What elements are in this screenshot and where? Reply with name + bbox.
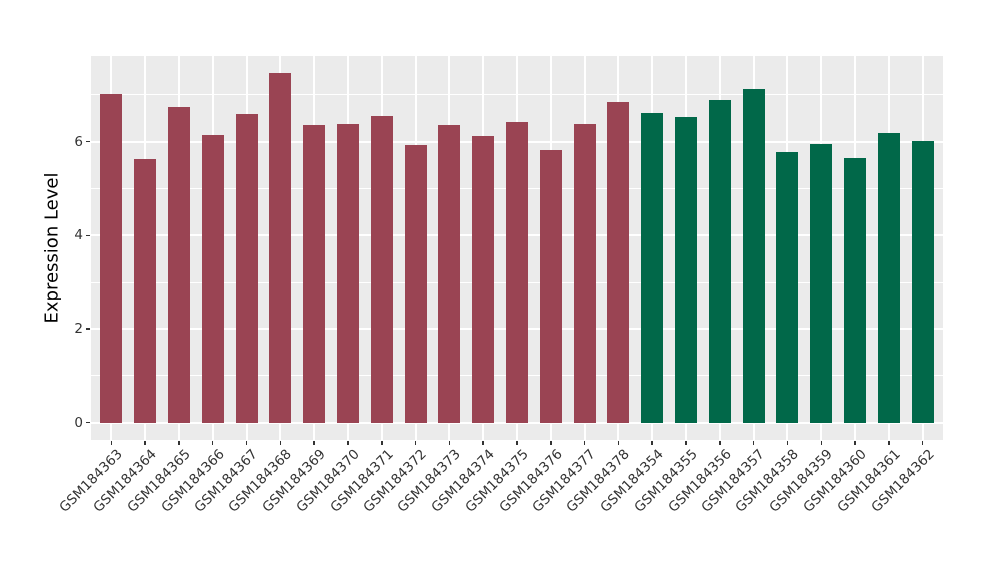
- x-tick-mark: [178, 441, 180, 445]
- bar-GSM184356: [708, 99, 731, 423]
- x-tick-mark: [516, 441, 518, 445]
- y-tick-label: 6: [74, 133, 83, 150]
- y-tick-label: 4: [74, 227, 83, 244]
- bar-GSM184366: [201, 134, 224, 423]
- x-tick-mark: [347, 441, 349, 445]
- bar-GSM184357: [742, 89, 765, 423]
- bar-GSM184355: [675, 116, 698, 423]
- x-tick-mark: [245, 441, 248, 445]
- x-tick-mark: [651, 441, 653, 445]
- y-axis-title: Expression Level: [41, 172, 63, 324]
- y-tick-mark: [86, 234, 90, 237]
- x-tick-mark: [110, 441, 113, 445]
- bar-GSM184362: [911, 141, 934, 423]
- bar-GSM184367: [235, 114, 258, 423]
- bar-GSM184377: [573, 124, 596, 423]
- x-tick-mark: [820, 441, 823, 445]
- x-tick-mark: [482, 441, 484, 445]
- x-tick-mark: [921, 441, 924, 445]
- bar-GSM184376: [539, 150, 562, 423]
- bar-GSM184374: [472, 136, 495, 423]
- x-tick-mark: [414, 441, 417, 445]
- x-tick-mark: [888, 441, 890, 445]
- x-tick-mark: [617, 441, 620, 445]
- bar-GSM184359: [810, 143, 833, 423]
- y-tick-mark: [86, 140, 90, 143]
- y-tick-mark: [86, 328, 90, 330]
- plot-panel: [91, 56, 943, 440]
- y-tick-label: 2: [74, 321, 83, 337]
- x-tick-mark: [381, 441, 383, 445]
- x-tick-mark: [583, 441, 586, 445]
- x-tick-mark: [786, 441, 789, 445]
- bar-GSM184371: [370, 116, 393, 423]
- bar-GSM184372: [404, 144, 427, 423]
- x-tick-mark: [279, 441, 282, 445]
- bar-GSM184370: [336, 124, 359, 423]
- x-tick-mark: [144, 441, 146, 445]
- bar-GSM184360: [844, 157, 867, 423]
- bar-GSM184361: [877, 133, 900, 423]
- y-tick-mark: [86, 421, 90, 424]
- bar-GSM184375: [506, 122, 528, 423]
- bar-GSM184373: [438, 124, 461, 423]
- bar-GSM184365: [167, 106, 190, 423]
- x-tick-mark: [752, 441, 755, 445]
- x-tick-mark: [719, 441, 721, 445]
- y-tick-label: 0: [74, 414, 83, 431]
- bar-GSM184364: [134, 158, 157, 423]
- x-tick-mark: [550, 441, 552, 445]
- bar-GSM184358: [776, 152, 799, 423]
- bar-GSM184369: [303, 125, 326, 423]
- x-tick-mark: [448, 441, 451, 445]
- x-tick-mark: [211, 441, 214, 445]
- x-tick-mark: [313, 441, 315, 445]
- x-tick-mark: [854, 441, 856, 445]
- bar-GSM184368: [269, 73, 292, 423]
- bar-GSM184363: [100, 93, 123, 423]
- x-tick-mark: [685, 441, 687, 445]
- bar-GSM184378: [607, 102, 630, 423]
- bar-GSM184354: [641, 112, 664, 423]
